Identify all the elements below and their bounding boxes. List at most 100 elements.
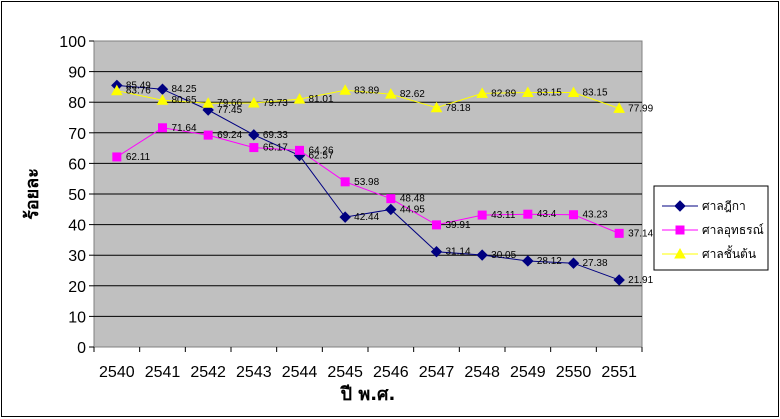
y-axis-title: ร้อยละ bbox=[22, 168, 43, 220]
legend-marker bbox=[674, 200, 686, 212]
data-point bbox=[293, 93, 306, 104]
data-label: 71.64 bbox=[172, 123, 197, 134]
data-label: 82.89 bbox=[491, 88, 516, 99]
data-point bbox=[476, 249, 488, 261]
data-label: 77.99 bbox=[628, 103, 653, 114]
data-point bbox=[523, 209, 533, 219]
data-point bbox=[567, 257, 580, 269]
data-label: 28.12 bbox=[537, 256, 562, 267]
data-label: 44.95 bbox=[400, 204, 425, 215]
data-point bbox=[156, 94, 169, 105]
data-point bbox=[386, 194, 396, 204]
data-label: 83.15 bbox=[537, 88, 562, 99]
x-tick-label: 2542 bbox=[190, 364, 226, 381]
series-markers bbox=[110, 79, 626, 286]
data-label: 48.48 bbox=[400, 194, 425, 205]
y-axis-ticks: 0 10 20 30 40 50 60 70 80 90 100 bbox=[59, 34, 94, 357]
data-point bbox=[158, 123, 167, 133]
data-label: 77.45 bbox=[217, 105, 242, 116]
data-point bbox=[339, 211, 351, 223]
data-label: 62.57 bbox=[309, 151, 334, 162]
x-tick-label: 2551 bbox=[601, 364, 637, 381]
data-point bbox=[295, 145, 304, 155]
data-point bbox=[614, 228, 624, 238]
data-point bbox=[247, 96, 260, 108]
y-tick-label: 20 bbox=[68, 279, 86, 296]
x-tick-label: 2544 bbox=[282, 364, 318, 381]
data-label: 83.76 bbox=[126, 86, 151, 97]
data-point bbox=[203, 130, 213, 140]
data-point bbox=[340, 177, 350, 187]
data-point bbox=[569, 210, 578, 220]
y-tick-label: 10 bbox=[68, 309, 86, 326]
data-label: 84.25 bbox=[172, 84, 197, 95]
data-label: 39.91 bbox=[446, 220, 471, 231]
x-tick-label: 2550 bbox=[556, 364, 592, 381]
x-tick-label: 2547 bbox=[419, 364, 455, 381]
data-label: 53.98 bbox=[354, 177, 379, 188]
data-labels: 85.49 84.25 77.45 69.33 62.57 42.44 44.95 31.14… bbox=[126, 80, 654, 286]
data-label: 82.62 bbox=[400, 89, 425, 100]
data-label: 30.05 bbox=[491, 250, 516, 261]
data-point bbox=[384, 88, 397, 99]
y-tick-label: 80 bbox=[68, 95, 86, 112]
data-point bbox=[613, 274, 625, 286]
x-tick-label: 2545 bbox=[327, 364, 363, 381]
gridlines bbox=[94, 71, 642, 317]
data-label: 62.11 bbox=[126, 152, 151, 163]
series-line bbox=[116, 84, 620, 281]
x-tick-label: 2548 bbox=[464, 364, 500, 381]
data-point bbox=[432, 220, 441, 230]
legend-label: ศาลฎีกา bbox=[702, 199, 746, 213]
data-point bbox=[112, 152, 122, 162]
data-point bbox=[430, 246, 443, 258]
y-tick-label: 40 bbox=[68, 218, 86, 235]
data-point bbox=[430, 101, 443, 113]
data-label: 64.26 bbox=[309, 145, 334, 156]
series-line bbox=[116, 89, 620, 109]
legend-box bbox=[653, 185, 769, 271]
y-tick-label: 70 bbox=[68, 126, 86, 143]
data-label: 43.4 bbox=[537, 209, 557, 220]
data-label: 85.49 bbox=[126, 80, 151, 91]
data-label: 42.44 bbox=[354, 212, 379, 223]
data-label: 83.15 bbox=[583, 88, 608, 99]
data-point bbox=[477, 210, 487, 220]
data-point bbox=[249, 143, 259, 153]
y-tick-label: 0 bbox=[77, 340, 86, 357]
y-tick-label: 50 bbox=[68, 187, 86, 204]
data-point bbox=[567, 86, 580, 98]
data-label: 43.11 bbox=[491, 210, 516, 221]
y-tick-label: 100 bbox=[59, 34, 86, 51]
x-tick-label: 2540 bbox=[99, 364, 135, 381]
data-label: 79.66 bbox=[217, 98, 242, 109]
data-label: 21.91 bbox=[628, 275, 653, 286]
data-point bbox=[522, 255, 534, 267]
data-label: 37.14 bbox=[628, 228, 653, 239]
data-point bbox=[110, 84, 123, 96]
x-tick-label: 2543 bbox=[236, 364, 272, 381]
data-point bbox=[385, 203, 397, 216]
data-label: 79.73 bbox=[263, 98, 288, 109]
series-line bbox=[116, 127, 620, 234]
x-tick-label: 2541 bbox=[145, 364, 181, 381]
data-label: 78.18 bbox=[446, 103, 471, 114]
data-label: 81.01 bbox=[309, 94, 334, 105]
legend-label: ศาลอุทธรณ์ bbox=[702, 223, 764, 238]
data-point bbox=[248, 129, 260, 141]
data-label: 83.89 bbox=[354, 85, 379, 96]
data-point bbox=[202, 97, 215, 108]
data-label: 69.33 bbox=[263, 130, 288, 141]
data-label: 31.14 bbox=[446, 247, 471, 258]
data-point bbox=[339, 84, 352, 95]
data-label: 69.24 bbox=[217, 130, 242, 141]
data-label: 27.38 bbox=[583, 258, 608, 269]
data-point bbox=[521, 86, 534, 98]
y-tick-label: 90 bbox=[68, 65, 86, 82]
legend-label: ศาลชั้นต้น bbox=[702, 245, 756, 261]
x-axis-title: ปี พ.ศ. bbox=[339, 384, 395, 405]
data-label: 80.65 bbox=[172, 95, 197, 106]
data-point bbox=[613, 102, 626, 113]
